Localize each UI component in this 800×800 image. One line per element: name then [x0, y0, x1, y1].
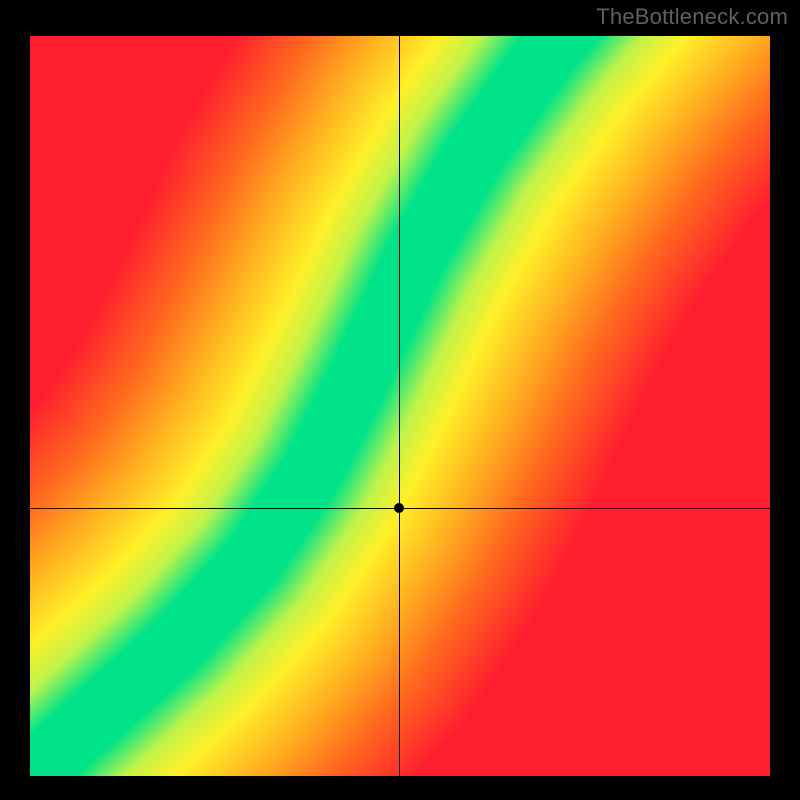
heatmap-canvas	[30, 36, 770, 776]
crosshair-vertical	[399, 36, 400, 776]
chart-container: TheBottleneck.com	[0, 0, 800, 800]
watermark-text: TheBottleneck.com	[596, 4, 788, 30]
crosshair-marker	[394, 503, 404, 513]
plot-area	[30, 36, 770, 776]
